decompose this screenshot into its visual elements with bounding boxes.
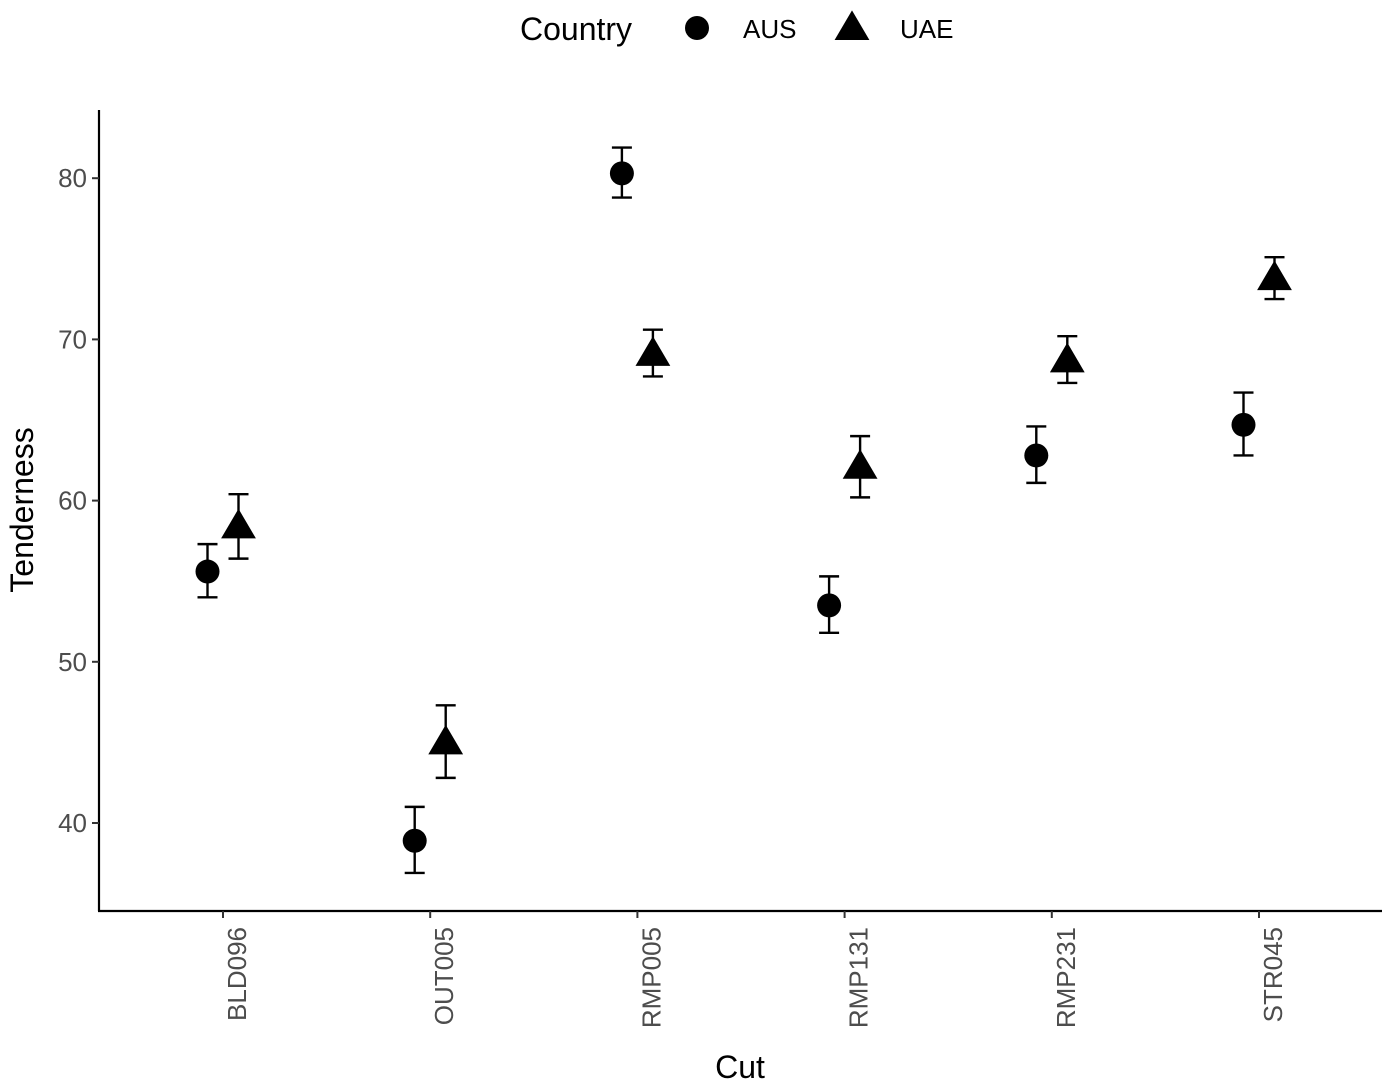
data-point-aus	[1024, 443, 1049, 468]
data-point-uae	[635, 336, 671, 366]
x-tick-label: RMP231	[1051, 927, 1081, 1028]
data-point-aus	[609, 161, 634, 186]
y-tick-label: 40	[58, 808, 87, 838]
data-point-aus	[817, 593, 842, 618]
x-tick-label: RMP005	[636, 927, 666, 1028]
data-point-uae	[842, 449, 878, 479]
plot-marks	[195, 146, 1292, 875]
data-point-uae	[428, 724, 464, 755]
x-tick-label: STR045	[1258, 927, 1288, 1022]
x-ticks: BLD096 OUT005 RMP005 RMP131 RMP231 STR045	[222, 911, 1288, 1028]
y-tick-label: 70	[58, 324, 87, 354]
y-tick-label: 60	[58, 486, 87, 516]
legend-items: AUS UAE	[685, 10, 953, 44]
legend-label: AUS	[743, 14, 796, 44]
data-point-uae	[1049, 342, 1085, 373]
data-point-uae	[1257, 260, 1292, 291]
data-point-uae	[221, 508, 256, 539]
y-tick-label: 80	[58, 163, 87, 193]
axes: 40 50 60 70 80 BLD096 OUT005 RMP005 RMP131 RMP23…	[58, 110, 1382, 1028]
legend-circle-icon	[685, 16, 709, 40]
y-ticks: 40 50 60 70 80	[58, 163, 99, 838]
data-point-aus	[402, 828, 427, 853]
legend-triangle-icon	[834, 10, 870, 40]
x-tick-label: RMP131	[844, 927, 874, 1028]
x-tick-label: OUT005	[429, 927, 459, 1025]
data-point-aus	[195, 559, 220, 584]
y-axis-title: Tenderness	[4, 427, 40, 592]
legend-label: UAE	[900, 14, 953, 44]
data-point-aus	[1231, 412, 1256, 437]
y-tick-label: 50	[58, 647, 87, 677]
x-axis-title: Cut	[715, 1049, 765, 1085]
legend: Country AUS UAE	[520, 10, 953, 47]
x-tick-label: BLD096	[222, 927, 252, 1021]
legend-title: Country	[520, 11, 632, 47]
